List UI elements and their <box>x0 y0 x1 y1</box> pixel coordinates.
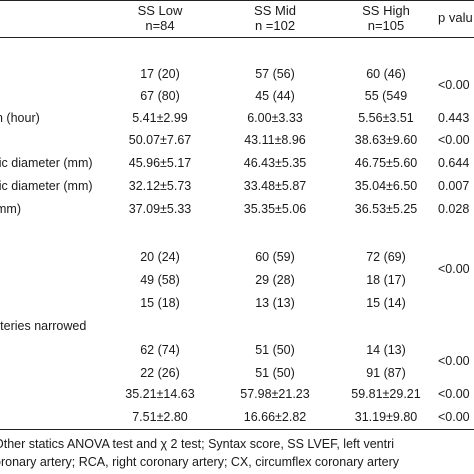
table-cell: 6.00±3.33 <box>247 111 303 125</box>
col-n-ss-low: n=84 <box>145 18 175 33</box>
col-header-ss-mid: SS Mid <box>254 3 296 18</box>
table-cell: 37.09±5.33 <box>128 202 192 216</box>
table-cell: 46.75±5.60 <box>354 156 418 170</box>
table-cell: 57 (56) <box>255 67 295 81</box>
table-cell: 59.81±29.21 <box>351 387 421 401</box>
p-value: <0.00 <box>438 133 470 147</box>
top-rule <box>0 0 474 1</box>
row-label: mm) <box>0 202 21 216</box>
table-cell: 31.19±9.80 <box>354 410 418 424</box>
col-n-ss-mid: n =102 <box>254 18 296 33</box>
table-cell: 57.98±21.23 <box>240 387 310 401</box>
table-cell: 35.21±14.63 <box>125 387 195 401</box>
table-cell: 45 (44) <box>255 89 295 103</box>
merged-p-value: <0.00 <box>438 262 470 276</box>
table-cell: 35.04±6.50 <box>354 179 418 193</box>
table-cell: 45.96±5.17 <box>128 156 192 170</box>
table-cell: 22 (26) <box>140 366 180 380</box>
col-header-ss-high: SS High <box>362 3 410 18</box>
p-value: <0.00 <box>438 410 470 424</box>
header-rule <box>0 37 474 38</box>
table-cell: 13 (13) <box>255 296 295 310</box>
col-header-p-value: p valu <box>438 10 473 25</box>
p-value: 0.007 <box>438 179 470 193</box>
table-cell: 29 (28) <box>255 273 295 287</box>
table-cell: 60 (59) <box>255 250 295 264</box>
table-cell: 51 (50) <box>255 366 295 380</box>
table-cell: 5.56±3.51 <box>358 111 414 125</box>
p-value: 0.028 <box>438 202 470 216</box>
table-cell: 18 (17) <box>366 273 406 287</box>
table-cell: 91 (87) <box>366 366 406 380</box>
p-value: <0.00 <box>438 387 470 401</box>
table-cell: 5.41±2.99 <box>132 111 188 125</box>
row-label: lic diameter (mm) <box>0 156 93 170</box>
table-cell: 60 (46) <box>366 67 406 81</box>
table-cell: 15 (14) <box>366 296 406 310</box>
table-cell: 14 (13) <box>366 343 406 357</box>
table-cell: 55 (549 <box>364 89 408 103</box>
merged-p-value: <0.00 <box>438 78 470 92</box>
row-label: n (hour) <box>0 111 40 125</box>
merged-p-value: <0.00 <box>438 354 470 368</box>
table-cell: 51 (50) <box>255 343 295 357</box>
table-cell: 46.43±5.35 <box>243 156 307 170</box>
table-cell: 43.11±8.96 <box>244 133 306 147</box>
table-cell: 50.07±7.67 <box>128 133 192 147</box>
table-cell: 36.53±5.25 <box>354 202 418 216</box>
footnote-line-2: oronary artery; RCA, right coronary arte… <box>0 455 399 469</box>
p-value: 0.443 <box>438 111 470 125</box>
col-header-ss-low: SS Low <box>137 3 183 18</box>
table-cell: 15 (18) <box>140 296 180 310</box>
table-cell: 67 (80) <box>140 89 180 103</box>
table-cell: 33.48±5.87 <box>243 179 307 193</box>
table-cell: 17 (20) <box>140 67 180 81</box>
table-cell: 72 (69) <box>366 250 406 264</box>
table-cell: 20 (24) <box>140 250 180 264</box>
table-cell: 49 (58) <box>140 273 180 287</box>
footnote-line-1: Other statics ANOVA test and χ 2 test; S… <box>0 437 395 451</box>
bottom-rule <box>0 429 474 430</box>
table-cell: 32.12±5.73 <box>128 179 192 193</box>
row-label: lic diameter (mm) <box>0 179 93 193</box>
table-cell: 16.66±2.82 <box>243 410 307 424</box>
p-value: 0.644 <box>438 156 470 170</box>
table-cell: 35.35±5.06 <box>243 202 307 216</box>
table-cell: 7.51±2.80 <box>132 410 188 424</box>
col-n-ss-high: n=105 <box>367 18 405 33</box>
table-cell: 62 (74) <box>140 343 180 357</box>
row-label: rteries narrowed <box>0 319 87 333</box>
table-cell: 38.63±9.60 <box>354 133 418 147</box>
